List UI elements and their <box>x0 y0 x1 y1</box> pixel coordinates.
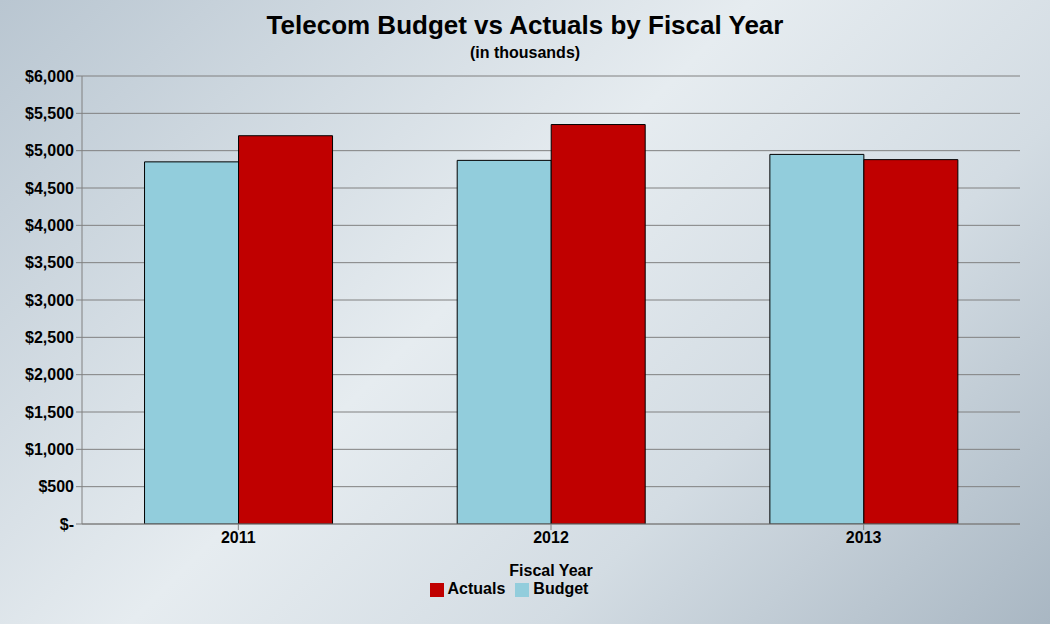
svg-text:$2,000: $2,000 <box>25 366 74 383</box>
svg-text:Fiscal Year: Fiscal Year <box>509 562 592 579</box>
svg-text:$1,500: $1,500 <box>25 404 74 421</box>
svg-text:$5,500: $5,500 <box>25 105 74 122</box>
svg-text:$500: $500 <box>38 478 74 495</box>
svg-text:$-: $- <box>60 516 74 533</box>
svg-text:$4,500: $4,500 <box>25 180 74 197</box>
svg-text:$5,000: $5,000 <box>25 142 74 159</box>
svg-text:$1,000: $1,000 <box>25 441 74 458</box>
svg-text:2013: 2013 <box>846 529 882 546</box>
svg-text:$3,000: $3,000 <box>25 292 74 309</box>
html-text:Telecom Budget vs Actuals by F: Telecom Budget vs Actuals by Fiscal Year <box>266 10 784 40</box>
svg-text:$3,500: $3,500 <box>25 254 74 271</box>
html-text:(in thousands): (in thousands) <box>469 44 581 61</box>
html-text:Budget: Budget <box>533 580 589 597</box>
svg-text:2011: 2011 <box>221 529 256 546</box>
svg-text:$6,000: $6,000 <box>25 68 74 85</box>
svg-text:2012: 2012 <box>533 529 569 546</box>
svg-text:$4,000: $4,000 <box>25 217 74 234</box>
svg-text:$2,500: $2,500 <box>25 329 74 346</box>
html-text:Actuals: Actuals <box>447 580 506 597</box>
